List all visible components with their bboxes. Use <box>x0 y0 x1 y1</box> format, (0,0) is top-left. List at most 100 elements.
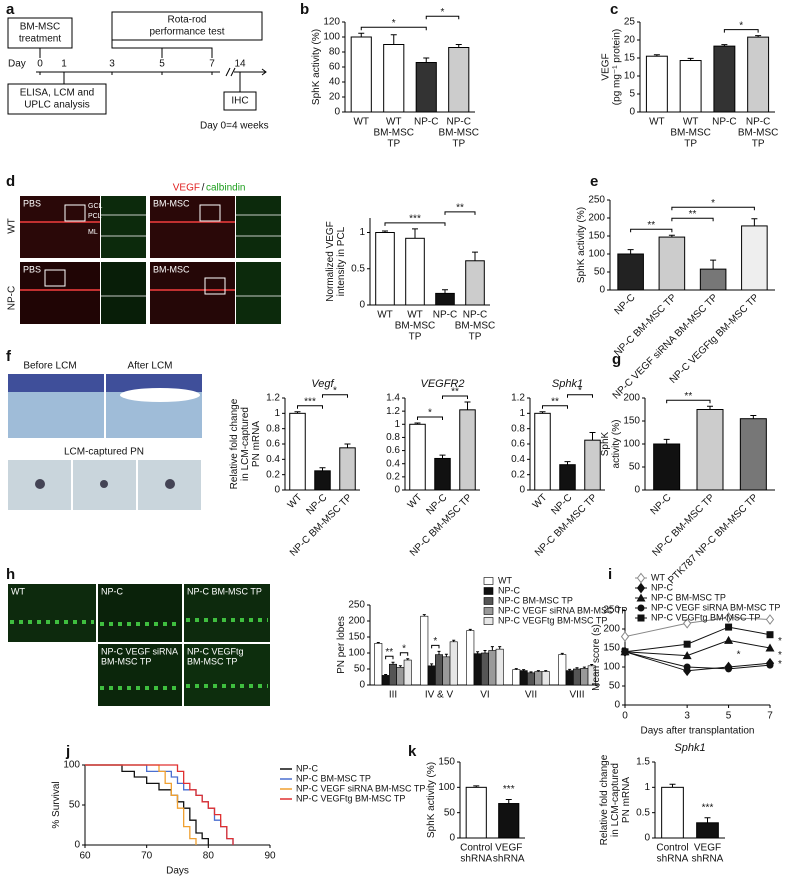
bar <box>713 45 736 113</box>
y-tick-label: 0.8 <box>386 432 400 443</box>
y-axis-label: in LCM-captured <box>240 407 251 481</box>
y-tick-label: 25 <box>624 17 636 28</box>
bar <box>512 669 521 686</box>
image-label: PBS <box>23 198 41 208</box>
x-tick-label: NP-C <box>649 492 674 517</box>
timeline: BM-MSC treatment Rota-rod performance te… <box>7 11 269 132</box>
x-tick-label: 90 <box>264 851 276 862</box>
lcm-images: Before LCM After LCM LCM-captured PN <box>8 361 202 510</box>
error-bar <box>575 667 579 669</box>
bar <box>741 225 768 291</box>
inset-box <box>204 277 226 295</box>
panel-letter: e <box>590 173 598 190</box>
x-axis-label: Days <box>166 866 189 877</box>
pcl-layer <box>20 221 235 291</box>
survival-curve <box>85 764 234 845</box>
stain-label: / <box>202 183 205 194</box>
error-bar <box>472 251 478 261</box>
bar <box>339 447 356 491</box>
significance-bracket <box>666 399 711 404</box>
cell <box>165 479 175 489</box>
x-tick-label: NP-C <box>447 117 471 128</box>
error-bar <box>529 671 533 673</box>
x-tick-label: VEGF <box>495 843 522 854</box>
x-tick-label: BM-MSC <box>455 321 496 332</box>
y-tick-label: 0.5 <box>636 807 650 818</box>
y-tick-label: 1 <box>359 227 365 238</box>
y-tick-label: 1.2 <box>511 393 525 404</box>
image-label: After LCM <box>127 361 172 372</box>
image-label: BM-MSC <box>153 198 190 208</box>
error-bar <box>710 259 717 270</box>
error-bar <box>589 432 596 441</box>
bar <box>519 670 528 686</box>
marker <box>637 604 645 612</box>
error-bar <box>442 289 448 294</box>
y-tick-label: 100 <box>588 249 605 260</box>
legend-label: NP-C BM-MSC TP <box>498 595 573 605</box>
y-tick-label: 150 <box>603 643 620 654</box>
x-tick-label: IV & V <box>425 690 454 701</box>
x-tick-label: WT <box>406 492 425 511</box>
y-tick-label: 0.2 <box>386 471 400 482</box>
marker <box>620 631 630 642</box>
error-bar <box>423 57 430 63</box>
image <box>236 196 281 258</box>
bar <box>396 667 405 686</box>
y-tick-label: 200 <box>588 213 605 224</box>
image-label: PBS <box>23 264 41 274</box>
x-tick-label: VI <box>480 690 489 701</box>
y-tick-label: 200 <box>603 624 620 635</box>
y-tick-label: 1 <box>274 408 280 419</box>
error-bar <box>398 665 402 668</box>
y-tick-label: 150 <box>348 632 365 643</box>
x-tick-label: NP-C VEGFtg BM-MSC TP <box>668 292 762 386</box>
significance-label: ** <box>684 391 692 402</box>
x-tick-label: BM-MSC <box>738 128 779 139</box>
image-label: NP-C VEGF siRNA <box>101 646 178 656</box>
bar <box>465 786 487 839</box>
bar <box>481 652 489 686</box>
y-axis-label: Relative fold change <box>599 754 610 845</box>
bar <box>699 268 727 291</box>
marker <box>636 582 646 594</box>
bar <box>573 668 581 686</box>
bar <box>449 641 458 686</box>
error-bar <box>721 44 728 47</box>
error-bar <box>755 35 762 38</box>
y-tick-label: 0 <box>519 485 525 496</box>
significance-label: ** <box>451 387 459 398</box>
cut-region <box>120 388 200 402</box>
panel-letter: h <box>6 566 15 583</box>
bar <box>409 423 426 491</box>
x-tick-label: NP-C <box>414 117 438 128</box>
significance-label: * <box>778 659 782 670</box>
cell <box>100 480 108 488</box>
y-tick-label: 0 <box>449 833 455 844</box>
layer-label: PCL <box>88 213 102 220</box>
y-tick-label: 15 <box>624 53 636 64</box>
error-bar <box>468 628 472 631</box>
y-tick-label: 250 <box>588 195 605 206</box>
image <box>184 644 270 706</box>
bar <box>739 418 767 491</box>
marker <box>683 663 691 671</box>
error-bar <box>668 234 675 238</box>
line <box>624 617 771 638</box>
marker <box>765 643 775 652</box>
significance-label: ** <box>385 647 393 658</box>
error-bar <box>412 228 418 239</box>
error-bar <box>358 32 365 37</box>
x-tick-label: 7 <box>767 711 773 722</box>
label: 0 <box>37 59 43 70</box>
y-tick-label: 100 <box>623 439 640 450</box>
y-tick-label: 150 <box>588 231 605 242</box>
bar <box>653 443 681 491</box>
significance-label: * <box>428 408 432 419</box>
error-bar <box>344 443 351 448</box>
error-bar <box>669 783 676 788</box>
y-axis-label: SphK <box>600 431 611 456</box>
bar <box>434 457 451 491</box>
error-bar <box>376 641 380 644</box>
y-tick-label: 20 <box>329 92 341 103</box>
